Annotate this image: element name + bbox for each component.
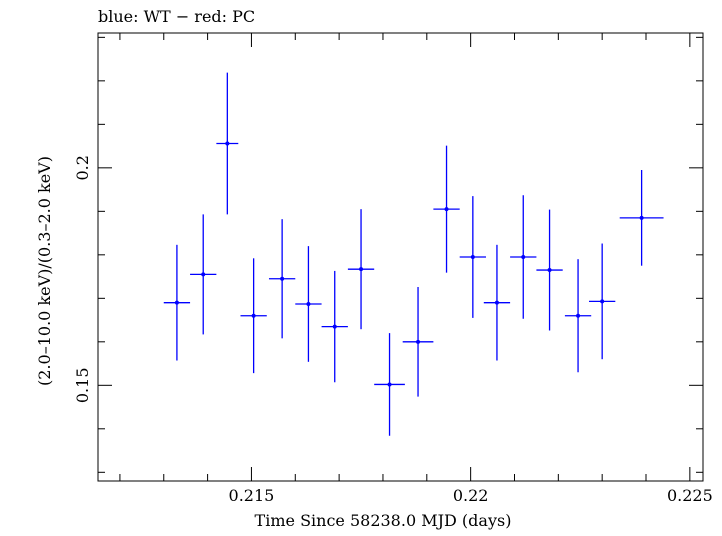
data-point	[374, 333, 405, 436]
data-point	[163, 244, 191, 361]
point-marker	[416, 339, 421, 344]
data-point	[564, 259, 592, 373]
data-point	[483, 244, 511, 361]
data-point	[190, 214, 217, 335]
chart-title: blue: WT − red: PC	[98, 7, 255, 26]
point-marker	[547, 268, 552, 273]
data-point	[347, 209, 375, 330]
data-point	[402, 287, 434, 397]
data-point	[510, 195, 537, 319]
data-point	[295, 246, 322, 362]
point-marker	[470, 255, 475, 259]
data-point	[619, 170, 664, 266]
x-tick-label: 0.22	[453, 486, 489, 505]
point-marker	[225, 141, 230, 146]
point-marker	[306, 301, 311, 306]
point-marker	[332, 324, 337, 329]
point-marker	[521, 255, 526, 259]
data-point	[433, 145, 460, 273]
point-marker	[600, 299, 605, 304]
data-point	[536, 209, 563, 331]
point-marker	[576, 313, 581, 318]
point-marker	[201, 272, 206, 277]
point-marker	[494, 300, 499, 305]
axis-tick-labels: 0.215 0.22 0.225 0.15 0.2	[73, 155, 713, 505]
point-marker	[639, 215, 644, 220]
y-tick-label: 0.2	[73, 155, 92, 180]
y-axis-label: (2.0–10.0 keV)/(0.3–2.0 keV)	[35, 156, 54, 386]
data-point	[321, 270, 348, 383]
point-marker	[444, 207, 449, 212]
plot-frame	[97, 32, 704, 482]
data-point	[216, 72, 239, 215]
data-point	[268, 219, 296, 339]
data-series	[163, 72, 664, 436]
x-tick-label: 0.225	[667, 486, 713, 505]
point-marker	[174, 300, 179, 305]
axis-ticks	[98, 33, 703, 481]
data-point	[240, 258, 267, 374]
data-point	[589, 243, 616, 360]
point-marker	[251, 313, 256, 318]
x-tick-label: 0.215	[229, 486, 275, 505]
y-tick-label: 0.15	[73, 367, 92, 403]
data-point	[459, 196, 486, 318]
point-marker	[387, 382, 392, 387]
point-marker	[280, 276, 285, 281]
x-axis-label: Time Since 58238.0 MJD (days)	[255, 511, 512, 530]
point-marker	[359, 267, 364, 272]
